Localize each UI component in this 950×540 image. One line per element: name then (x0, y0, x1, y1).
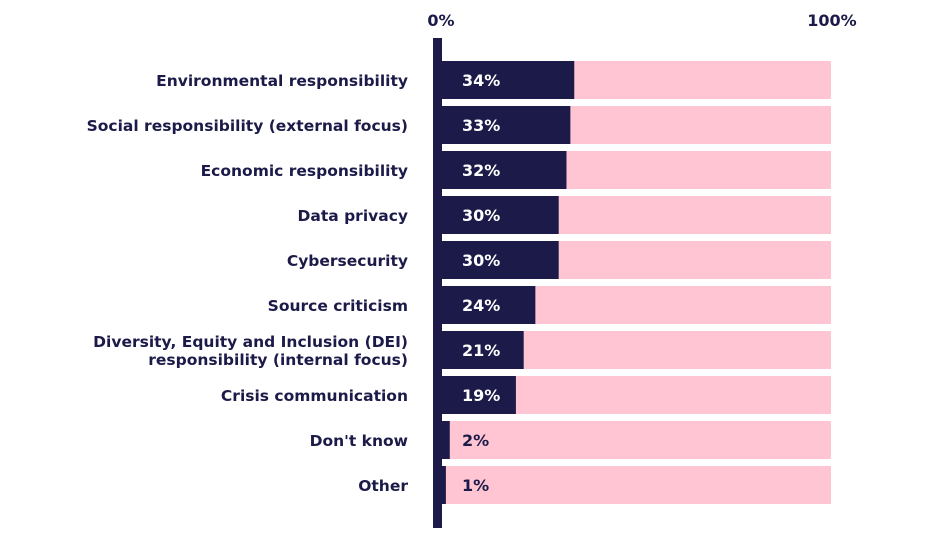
value-label: 2% (462, 431, 489, 450)
category-label: Economic responsibility (201, 162, 408, 180)
category-label: Cybersecurity (287, 252, 408, 270)
bar (441, 376, 516, 414)
value-label: 1% (462, 476, 489, 495)
category-label: Other (358, 477, 408, 495)
category-label: Don't know (310, 432, 408, 450)
axis-start-label: 0% (427, 11, 454, 30)
value-label: 30% (462, 206, 500, 225)
value-label: 19% (462, 386, 500, 405)
background-bar (442, 466, 831, 504)
category-label: Environmental responsibility (156, 72, 408, 90)
bar (441, 196, 559, 234)
axis-end-label: 100% (807, 11, 856, 30)
bar (441, 286, 536, 324)
background-bar (442, 421, 831, 459)
bar (441, 106, 571, 144)
bar (441, 331, 524, 369)
category-label: Social responsibility (external focus) (87, 117, 408, 135)
value-label: 34% (462, 71, 500, 90)
bar (441, 61, 575, 99)
bar (441, 421, 450, 459)
value-label: 33% (462, 116, 500, 135)
category-label: responsibility (internal focus) (148, 351, 408, 369)
bar (441, 466, 446, 504)
category-label: Data privacy (298, 207, 409, 225)
value-label: 30% (462, 251, 500, 270)
category-label: Source criticism (268, 297, 408, 315)
category-label: Crisis communication (221, 387, 408, 405)
value-label: 32% (462, 161, 500, 180)
bar (441, 241, 559, 279)
bar (441, 151, 567, 189)
value-label: 24% (462, 296, 500, 315)
category-label: Diversity, Equity and Inclusion (DEI) (93, 333, 408, 351)
axis-baseline (433, 38, 442, 528)
value-label: 21% (462, 341, 500, 360)
